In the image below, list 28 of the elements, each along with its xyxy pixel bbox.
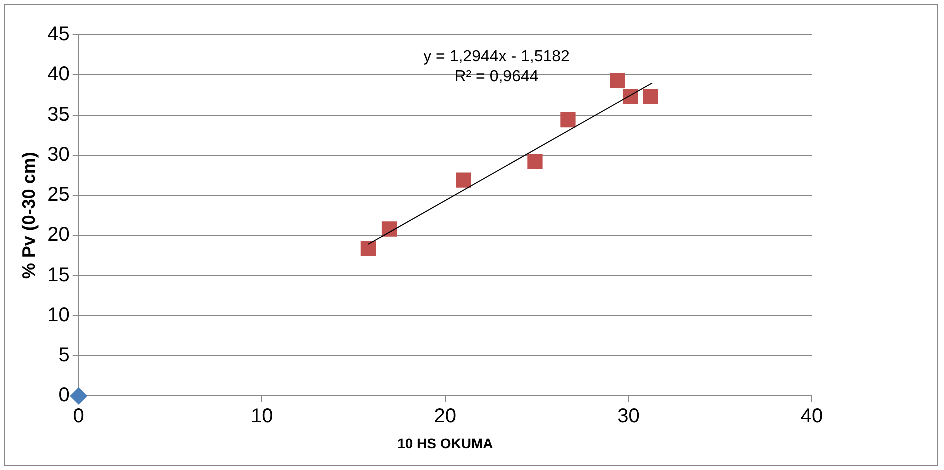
x-tick-label: 10 <box>251 406 274 428</box>
point <box>528 154 543 170</box>
point <box>560 112 576 128</box>
y-tick-label: 40 <box>48 64 70 86</box>
y-tick-label: 45 <box>48 24 70 46</box>
y-tick-label: 10 <box>48 304 70 326</box>
x-tick-label: 20 <box>434 406 457 428</box>
x-axis-title: 10 HS OKUMA <box>398 435 494 452</box>
point <box>622 89 638 104</box>
point <box>456 172 472 188</box>
point <box>382 222 398 237</box>
point <box>643 89 658 104</box>
y-tick-label: 35 <box>48 104 70 126</box>
x-tick-label: 0 <box>73 406 84 428</box>
x-tick-label: 40 <box>800 406 824 428</box>
y-tick-label: 5 <box>58 344 70 367</box>
y-tick-label: 0 <box>58 384 70 407</box>
x-tick-label: 30 <box>618 406 640 428</box>
point <box>70 388 88 405</box>
y-tick-label: 15 <box>48 264 70 286</box>
annotation: R² = 0,9644 <box>454 68 539 86</box>
annotation: y = 1,2944x - 1,5182 <box>424 48 570 66</box>
y-tick-label: 30 <box>48 144 70 166</box>
point <box>360 240 376 256</box>
point <box>610 73 626 88</box>
y-tick-label: 25 <box>48 184 70 206</box>
y-axis-title: % Pv (0-30 cm) <box>18 152 39 280</box>
y-tick-label: 20 <box>48 224 70 246</box>
